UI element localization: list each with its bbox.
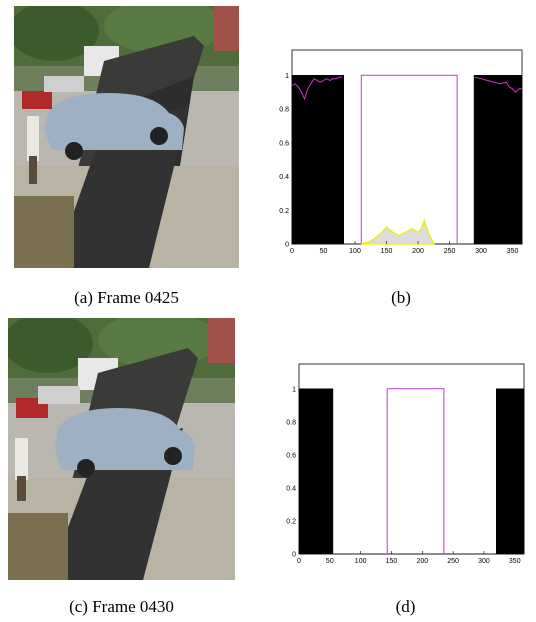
y-tick-label-0: 0 <box>285 242 289 249</box>
y-tick-label-4: 0.8 <box>286 419 296 426</box>
frame-0430-photo <box>8 318 235 580</box>
frame-0425-photo <box>14 6 239 268</box>
histogram-chart-b: 0 50 100 150 200 250 300 350 0 0.2 0.4 0.6 0.8 1 <box>276 48 526 258</box>
x-tick-label-1: 50 <box>320 248 328 255</box>
y-tick-label-1: 0.2 <box>279 208 289 215</box>
x-tick-label-0: 0 <box>290 248 294 255</box>
y-tick-label-5: 1 <box>292 386 296 393</box>
x-tick-label-3: 150 <box>386 558 398 565</box>
y-tick-label-3: 0.6 <box>286 452 296 459</box>
x-tick-label-0: 0 <box>297 558 301 565</box>
x-tick-label-1: 50 <box>326 558 334 565</box>
series-1-line <box>360 74 458 244</box>
series-0-area <box>298 388 525 555</box>
y-tick-label-4: 0.8 <box>279 107 289 114</box>
series-3-line <box>474 76 522 93</box>
x-tick-label-7: 350 <box>509 558 521 565</box>
x-tick-label-2: 100 <box>349 248 361 255</box>
caption-a: (a) Frame 0425 <box>74 288 179 307</box>
series-1-line <box>386 388 445 554</box>
y-tick-label-5: 1 <box>285 73 289 80</box>
x-tick-label-7: 350 <box>507 248 519 255</box>
x-tick-label-6: 300 <box>475 248 487 255</box>
y-tick-label-2: 0.4 <box>279 174 289 181</box>
series-0-area <box>291 74 523 245</box>
series-4-area <box>361 218 435 245</box>
x-tick-label-5: 250 <box>447 558 459 565</box>
y-tick-label-3: 0.6 <box>279 140 289 147</box>
y-tick-label-0: 0 <box>292 552 296 559</box>
caption-d: (d) <box>395 597 416 616</box>
histogram-chart-d: 0 50 100 150 200 250 300 350 0 0.2 0.4 0.6 0.8 1 <box>283 362 528 568</box>
x-tick-label-4: 200 <box>416 558 428 565</box>
y-tick-label-1: 0.2 <box>286 518 296 525</box>
series-2-line <box>291 76 343 101</box>
x-tick-label-3: 150 <box>381 248 393 255</box>
x-tick-label-6: 300 <box>478 558 490 565</box>
x-tick-label-2: 100 <box>355 558 367 565</box>
x-tick-label-5: 250 <box>444 248 456 255</box>
plot-frame <box>298 363 525 555</box>
caption-b: (b) <box>391 288 411 307</box>
x-tick-label-4: 200 <box>412 248 424 255</box>
y-tick-label-2: 0.4 <box>286 485 296 492</box>
caption-c: (c) Frame 0430 <box>69 597 174 616</box>
